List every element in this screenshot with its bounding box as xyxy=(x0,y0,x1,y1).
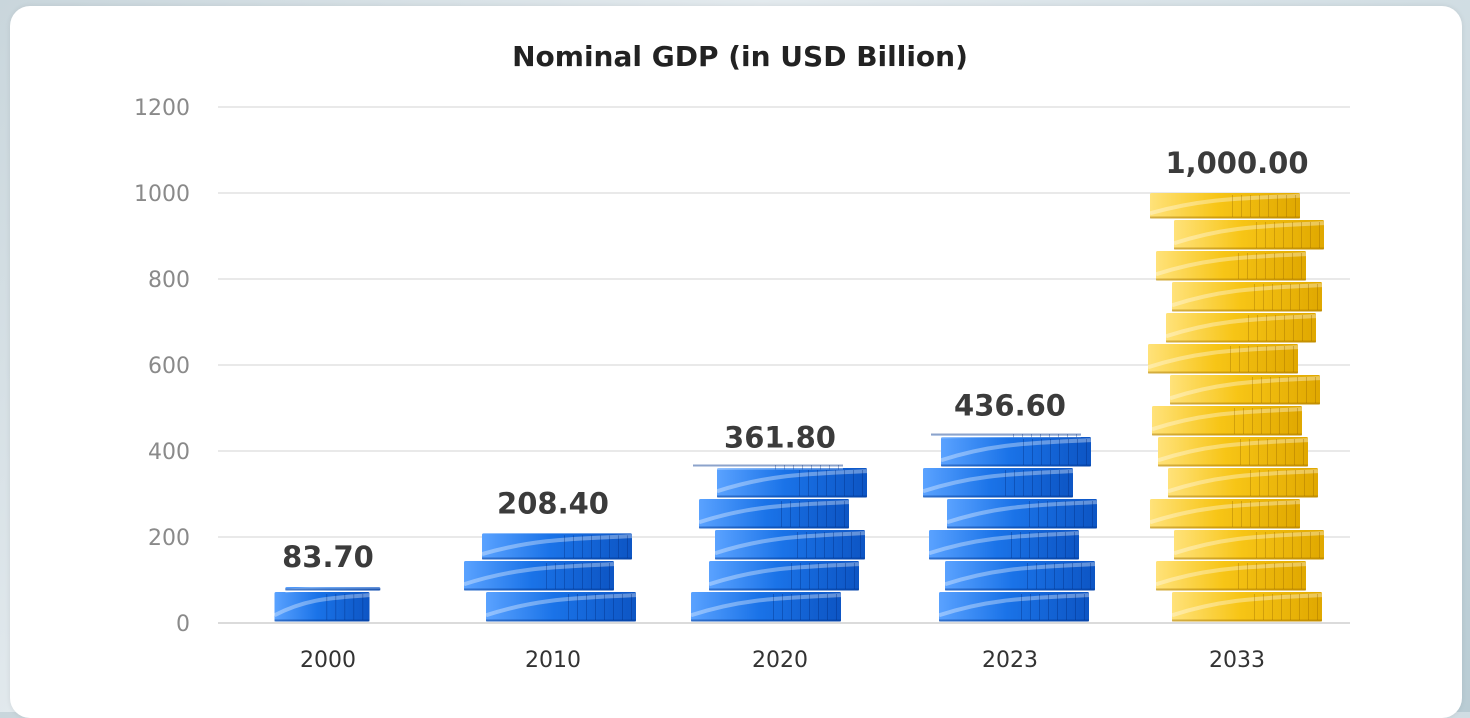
coin xyxy=(486,592,636,622)
coin xyxy=(1150,193,1300,219)
x-tick-label: 2000 xyxy=(300,648,356,673)
coin xyxy=(1148,344,1298,374)
y-tick-label: 0 xyxy=(176,612,190,637)
coin xyxy=(717,468,867,498)
coin xyxy=(699,499,849,529)
coin xyxy=(464,561,614,591)
y-tick-label: 200 xyxy=(148,526,190,551)
value-label: 1,000.00 xyxy=(1165,146,1308,180)
coin xyxy=(931,434,1081,438)
coin xyxy=(691,592,841,622)
y-tick-label: 600 xyxy=(148,354,190,379)
coin xyxy=(1158,437,1308,467)
coin xyxy=(1174,530,1324,560)
coin xyxy=(1156,251,1306,281)
coin xyxy=(947,499,1097,529)
coin xyxy=(715,530,865,560)
coin xyxy=(482,533,632,559)
coin xyxy=(285,587,380,591)
value-label: 83.70 xyxy=(282,540,374,574)
coin xyxy=(945,561,1095,591)
value-label: 361.80 xyxy=(724,420,836,454)
coin xyxy=(1150,499,1300,529)
bar-2010 xyxy=(464,533,636,621)
bar-2000 xyxy=(275,587,381,621)
coin xyxy=(1166,313,1316,343)
value-label: 436.60 xyxy=(954,388,1066,422)
coin xyxy=(929,530,1079,560)
x-tick-label: 2033 xyxy=(1209,648,1265,673)
x-tick-label: 2020 xyxy=(752,648,808,673)
x-tick-label: 2023 xyxy=(982,648,1038,673)
coin xyxy=(923,468,1073,498)
y-tick-label: 1200 xyxy=(134,96,190,121)
coin xyxy=(275,592,370,622)
coin xyxy=(1174,220,1324,250)
y-tick-label: 1000 xyxy=(134,182,190,207)
coin xyxy=(1170,375,1320,405)
coin xyxy=(941,437,1091,467)
coin xyxy=(939,592,1089,622)
x-tick-label: 2010 xyxy=(525,648,581,673)
value-label: 208.40 xyxy=(497,486,609,520)
coin xyxy=(1168,468,1318,498)
coin xyxy=(709,561,859,591)
bar-2020 xyxy=(691,465,867,622)
bar-2023 xyxy=(923,434,1097,622)
coin xyxy=(1156,561,1306,591)
coin xyxy=(693,465,843,470)
y-tick-label: 800 xyxy=(148,268,190,293)
bar-2033 xyxy=(1148,193,1324,622)
y-tick-label: 400 xyxy=(148,440,190,465)
coin xyxy=(1172,592,1322,622)
coin xyxy=(1172,282,1322,312)
coin xyxy=(1152,406,1302,436)
